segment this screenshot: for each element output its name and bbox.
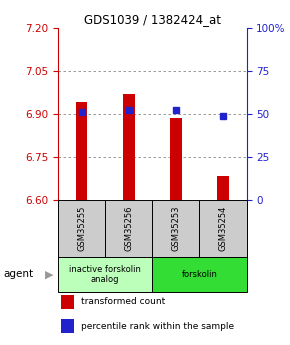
- Title: GDS1039 / 1382424_at: GDS1039 / 1382424_at: [84, 13, 221, 27]
- Bar: [152, 257, 246, 292]
- Text: forskolin: forskolin: [182, 270, 217, 279]
- Bar: [152, 200, 200, 257]
- Text: GSM35255: GSM35255: [77, 206, 86, 251]
- Text: GSM35256: GSM35256: [124, 206, 133, 251]
- Text: GSM35253: GSM35253: [171, 206, 180, 251]
- Text: agent: agent: [3, 269, 33, 279]
- Text: GSM35254: GSM35254: [218, 206, 227, 251]
- Bar: [58, 257, 152, 292]
- Bar: [123, 94, 135, 200]
- Bar: [105, 200, 152, 257]
- Text: transformed count: transformed count: [81, 297, 166, 306]
- Text: percentile rank within the sample: percentile rank within the sample: [81, 322, 234, 331]
- Bar: [170, 118, 182, 200]
- Text: ▶: ▶: [45, 269, 53, 279]
- Bar: [76, 102, 88, 200]
- Text: inactive forskolin
analog: inactive forskolin analog: [69, 265, 141, 284]
- Bar: [58, 200, 105, 257]
- Bar: [200, 200, 246, 257]
- Bar: [217, 176, 229, 200]
